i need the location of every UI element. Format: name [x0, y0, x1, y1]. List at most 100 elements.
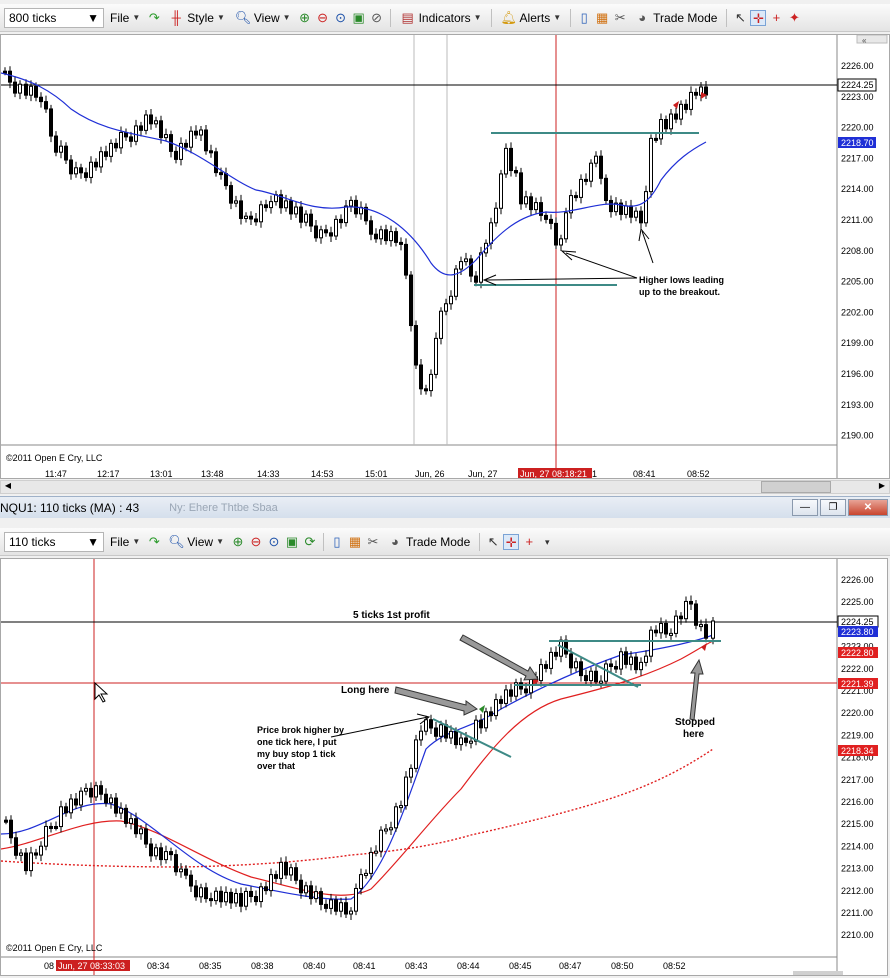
price-tick-label: 2205.00 [841, 277, 874, 287]
candle-body [449, 730, 453, 739]
scroll-left-icon[interactable]: ◀ [4, 481, 12, 490]
bottom-scroll-thumb[interactable] [793, 971, 843, 975]
top-file-menu[interactable]: File ▼ [106, 7, 144, 29]
top-horizontal-scrollbar[interactable]: ◀ ▶ [0, 480, 890, 494]
candle-body [204, 129, 208, 152]
top-style-menu[interactable]: ╫ Style ▼ [164, 7, 229, 29]
candle-body [4, 819, 8, 823]
candle-body [349, 910, 353, 915]
phone-icon[interactable]: ▯ [580, 9, 588, 25]
time-tick-label: 08:43 [405, 961, 428, 971]
candle-body [294, 867, 298, 881]
price-tick-label: 2213.00 [841, 864, 874, 874]
zoom-in-icon[interactable]: ⊕ [232, 533, 244, 549]
palette-icon[interactable]: ▦ [348, 533, 362, 549]
fit-icon[interactable]: ▣ [352, 9, 365, 25]
candle-body [364, 872, 368, 876]
tools-icon[interactable]: ✂ [614, 9, 626, 25]
candle-body [599, 680, 603, 684]
price-tick-label: 2214.00 [841, 184, 874, 194]
refresh-arrow-icon[interactable]: ↷ [148, 9, 160, 25]
zoom-menu-icon[interactable]: ⊙ [268, 533, 280, 549]
top-chart-canvas[interactable]: « Higher lows leading up to the breakout… [0, 34, 889, 479]
crosshair-cursor-icon[interactable]: ✛ [750, 9, 767, 26]
candle-body [79, 167, 83, 174]
candle-body [179, 142, 183, 160]
candle-body [164, 134, 168, 139]
bottom-ticks-select[interactable]: 110 ticks ▼ [4, 531, 104, 552]
candle-body [54, 135, 58, 153]
candle-body [399, 805, 403, 809]
chevron-down-icon: ▼ [132, 13, 141, 22]
restore-icon[interactable]: ❐ [820, 499, 846, 516]
zoom-out-icon[interactable]: ⊖ [250, 533, 262, 549]
divider [479, 532, 481, 551]
tools-icon[interactable]: ✂ [367, 533, 379, 549]
close-icon[interactable]: ✕ [848, 499, 888, 516]
candle-body [109, 797, 113, 804]
candle-body [359, 874, 363, 889]
top-trade-mode-button[interactable]: ◕ Trade Mode [630, 7, 721, 29]
palette-icon[interactable]: ▦ [596, 9, 609, 25]
bottom-chart-canvas[interactable]: 5 ticks 1st profit Long here Price brok … [0, 559, 887, 975]
candle-body [334, 218, 338, 237]
crosshair-icon[interactable]: + [525, 533, 534, 549]
candle-body [574, 195, 578, 199]
minimize-icon[interactable]: — [792, 499, 818, 516]
candle-body [319, 229, 323, 239]
bottom-view-menu[interactable]: 🔍︎ View ▼ [164, 531, 228, 553]
scroll-thumb[interactable] [761, 481, 831, 493]
candle-body [509, 147, 513, 172]
top-chart[interactable]: « Higher lows leading up to the breakout… [0, 34, 890, 479]
zoom-menu-icon[interactable]: ⊙ [335, 9, 347, 25]
candle-body [639, 210, 643, 224]
bottom-file-menu[interactable]: File ▼ [106, 531, 144, 553]
bottom-trade-mode-button[interactable]: ◕ Trade Mode [383, 531, 474, 553]
candle-body [89, 787, 93, 798]
zoom-out-icon[interactable]: ⊖ [317, 9, 329, 25]
pointer-icon[interactable]: ↖ [734, 9, 746, 25]
candle-body [114, 142, 118, 149]
candle-body [584, 675, 588, 682]
candle-body [254, 896, 258, 903]
top-view-menu[interactable]: 🔍︎ View ▼ [231, 7, 295, 29]
phone-icon[interactable]: ▯ [333, 533, 341, 549]
candle-body [384, 828, 388, 832]
top-alerts-menu[interactable]: 🔔︎ Alerts ▼ [497, 7, 566, 29]
long-entry-marker [479, 705, 485, 713]
price-tick-label: 2211.00 [841, 908, 873, 918]
candle-body [184, 868, 188, 876]
zoom-in-icon[interactable]: ⊕ [299, 9, 311, 25]
time-tick-label: 08:34 [147, 961, 170, 971]
bottom-window-titlebar[interactable]: NQU1: 110 ticks (MA) : 43 Ny: Ehere Thtb… [0, 496, 890, 518]
fit-icon[interactable]: ▣ [285, 533, 299, 549]
top-indicators-menu[interactable]: ▤ Indicators ▼ [396, 7, 486, 29]
sync-icon[interactable]: ⟳ [304, 533, 316, 549]
price-tick-label: 2215.00 [841, 819, 874, 829]
note-price-2: one tick here, I put [257, 737, 337, 747]
candle-body [379, 229, 383, 240]
top-ticks-select[interactable]: 800 ticks ▼ [4, 7, 104, 28]
bottom-time-prefix: 08 [44, 961, 54, 971]
candle-body [54, 826, 58, 829]
more-options-icon[interactable]: ▾ [544, 536, 550, 547]
chevron-down-icon: ▼ [132, 537, 141, 546]
candle-body [34, 852, 38, 856]
scroll-right-icon[interactable]: ▶ [878, 481, 886, 490]
pointer-icon[interactable]: ↖ [487, 533, 499, 549]
price-tick-label: 2221.00 [841, 686, 874, 696]
price-tick-label: 2217.00 [841, 775, 874, 785]
collapse-icon[interactable]: « [862, 36, 867, 45]
candle-body [424, 388, 428, 392]
autoscroll-icon[interactable]: ⊘ [371, 9, 383, 25]
crosshair-dot-icon[interactable]: ✦ [788, 9, 800, 25]
crosshair-cursor-icon[interactable]: ✛ [503, 533, 520, 550]
candle-body [89, 161, 93, 178]
bottom-chart[interactable]: 5 ticks 1st profit Long here Price brok … [0, 558, 888, 976]
candle-body [659, 119, 663, 140]
candle-body [429, 719, 433, 729]
refresh-arrow-icon[interactable]: ↷ [148, 533, 160, 549]
candle-body [13, 81, 17, 94]
candle-body [114, 797, 118, 814]
crosshair-icon[interactable]: + [772, 9, 781, 25]
